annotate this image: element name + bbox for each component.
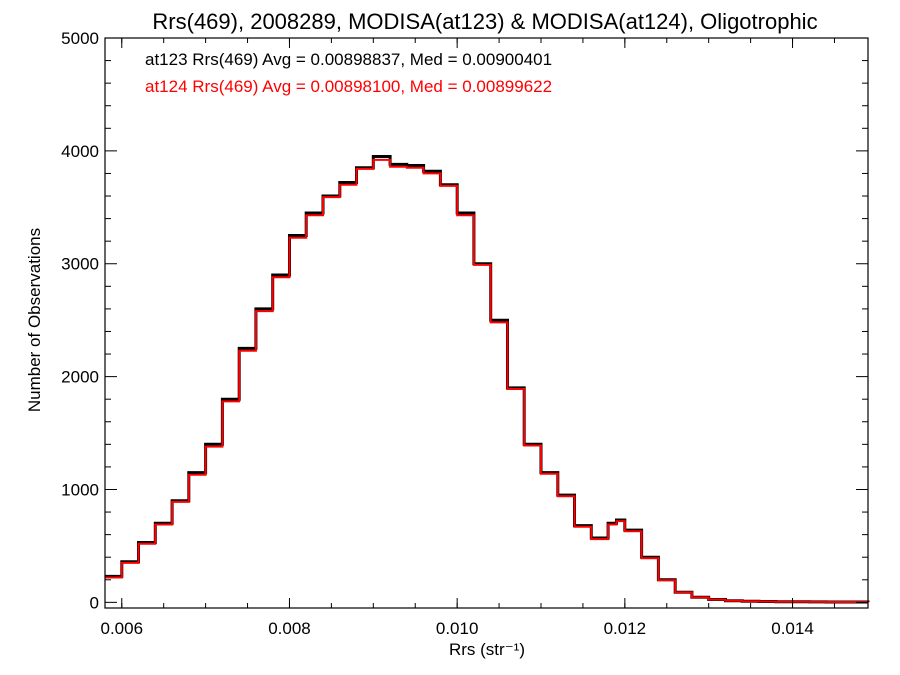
plot-frame [104,37,869,609]
y-tick-label: 1000 [61,480,99,499]
legend-at123-stats: at123 Rrs(469) Avg = 0.00898837, Med = 0… [145,50,552,69]
plot-area: 0.006 0.008 0.010 0.012 0.014 0 1000 2000 3000 40… [61,29,870,638]
y-tick-label: 5000 [61,29,99,48]
series-line-at123 [105,155,870,604]
legend-at124-stats: at124 Rrs(469) Avg = 0.00898100, Med = 0… [145,77,552,96]
x-tick-label: 0.006 [100,619,143,638]
y-tick-label: 4000 [61,142,99,161]
y-tick-label: 0 [90,593,99,612]
series-line-at124 [105,158,869,603]
x-tick-label: 0.012 [604,619,647,638]
x-tick-label: 0.008 [268,619,311,638]
chart-title: Rrs(469), 2008289, MODISA(at123) & MODIS… [152,9,817,34]
y-tick-label: 2000 [61,368,99,387]
y-tick-label: 3000 [61,255,99,274]
y-axis-label: Number of Observations [25,228,44,412]
x-axis-label: Rrs (str⁻¹) [449,640,525,659]
x-tick-label: 0.014 [771,619,814,638]
x-tick-label: 0.010 [436,619,479,638]
